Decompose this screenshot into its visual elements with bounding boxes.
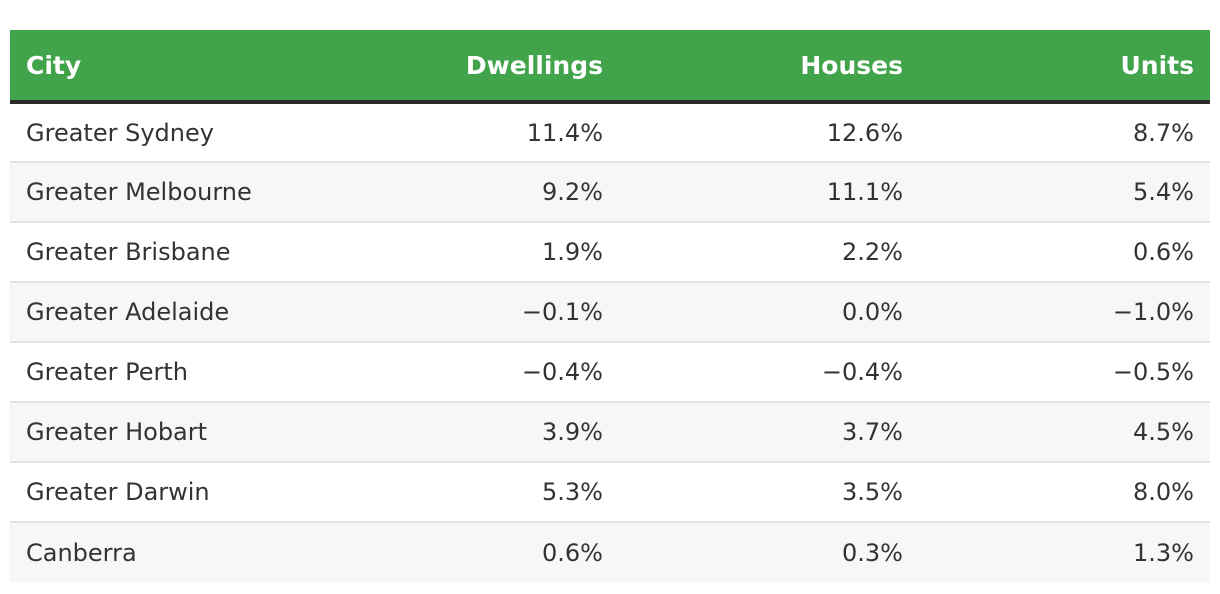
- cell-units: −0.5%: [919, 342, 1210, 403]
- cell-city: Greater Darwin: [10, 462, 410, 523]
- cell-city: Greater Brisbane: [10, 222, 410, 283]
- city-growth-table: City Dwellings Houses Units Greater Sydn…: [10, 30, 1210, 582]
- cell-units: 1.3%: [1133, 538, 1194, 567]
- cell-units: 5.4%: [919, 162, 1210, 223]
- cell-city: Greater Hobart: [10, 402, 410, 463]
- table-row: Greater Darwin 5.3% 3.5% 8.0%: [10, 462, 1210, 523]
- cell-dwellings: 5.3%: [410, 462, 619, 523]
- cell-units: 8.0%: [919, 462, 1210, 523]
- cell-units: 4.5%: [919, 402, 1210, 463]
- column-header-city: City: [10, 30, 410, 104]
- header-row: City Dwellings Houses Units: [10, 30, 1210, 104]
- table-body: Greater Sydney 11.4% 12.6% 8.7% Greater …: [10, 102, 1210, 582]
- cell-houses: 0.0%: [619, 282, 919, 343]
- cell-dwellings: −0.4%: [410, 342, 619, 403]
- column-header-dwellings: Dwellings: [410, 30, 619, 104]
- data-table-container: City Dwellings Houses Units Greater Sydn…: [10, 30, 1210, 582]
- table-row: Greater Melbourne 9.2% 11.1% 5.4%: [10, 162, 1210, 223]
- cell-houses: 0.3%: [842, 538, 903, 567]
- cell-city: Greater Adelaide: [10, 282, 410, 343]
- cell-city: Greater Sydney: [10, 102, 410, 163]
- cell-houses: 12.6%: [619, 102, 919, 163]
- table-row: Canberra 0.6% 0.3% 1.3%: [10, 522, 1210, 582]
- cell-houses: 3.7%: [619, 402, 919, 463]
- cell-city: Greater Perth: [10, 342, 410, 403]
- cell-houses: 3.5%: [619, 462, 919, 523]
- table-row: Greater Adelaide −0.1% 0.0% −1.0%: [10, 282, 1210, 343]
- column-header-houses: Houses: [619, 30, 919, 104]
- cell-dwellings: 3.9%: [410, 402, 619, 463]
- cell-units: −1.0%: [919, 282, 1210, 343]
- cell-houses: 11.1%: [619, 162, 919, 223]
- cell-houses: −0.4%: [619, 342, 919, 403]
- table-row: Greater Hobart 3.9% 3.7% 4.5%: [10, 402, 1210, 463]
- table-header: City Dwellings Houses Units: [10, 30, 1210, 104]
- cell-city: Canberra: [26, 538, 137, 567]
- cell-city: Greater Melbourne: [10, 162, 410, 223]
- table-row: Greater Sydney 11.4% 12.6% 8.7%: [10, 102, 1210, 163]
- table-row: Greater Brisbane 1.9% 2.2% 0.6%: [10, 222, 1210, 283]
- cell-dwellings: 9.2%: [410, 162, 619, 223]
- cell-dwellings: −0.1%: [410, 282, 619, 343]
- cell-dwellings: 0.6%: [542, 538, 603, 567]
- cell-houses: 2.2%: [619, 222, 919, 283]
- table-row: Greater Perth −0.4% −0.4% −0.5%: [10, 342, 1210, 403]
- cell-dwellings: 1.9%: [410, 222, 619, 283]
- cell-units: 0.6%: [919, 222, 1210, 283]
- cell-units: 8.7%: [919, 102, 1210, 163]
- column-header-units: Units: [919, 30, 1210, 104]
- cell-dwellings: 11.4%: [410, 102, 619, 163]
